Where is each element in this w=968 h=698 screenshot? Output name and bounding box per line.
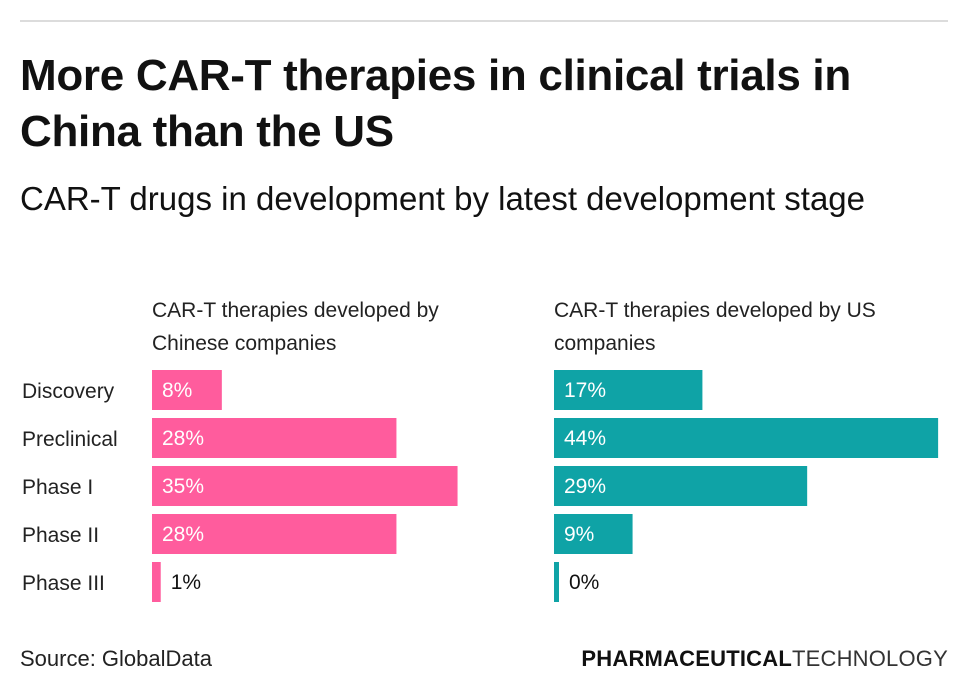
data-label: 28% <box>162 523 204 546</box>
source-note: Source: GlobalData <box>20 646 212 671</box>
data-label: 1% <box>171 571 201 594</box>
data-label: 29% <box>564 475 606 498</box>
brand-light: TECHNOLOGY <box>791 646 948 671</box>
data-label: 35% <box>162 475 204 498</box>
china-bar-discovery <box>152 370 222 410</box>
chart-subtitle: CAR-T drugs in development by latest dev… <box>20 180 866 217</box>
category-label: Preclinical <box>22 428 118 451</box>
us-bar-discovery <box>554 370 703 410</box>
us-bar-phase-iii <box>554 562 559 602</box>
panel-title-china: CAR-T therapies developed by Chinese com… <box>152 299 439 355</box>
data-label: 28% <box>162 427 204 450</box>
data-label: 44% <box>564 427 606 450</box>
china-bar-phase-i <box>152 466 458 506</box>
us-bar-preclinical <box>554 418 939 458</box>
chart-title: More CAR-T therapies in clinical trials … <box>20 51 851 156</box>
category-label: Phase II <box>22 524 100 547</box>
data-label: 0% <box>569 571 599 594</box>
category-label: Phase I <box>22 476 94 499</box>
brand-bold: PHARMACEUTICAL <box>581 646 792 671</box>
category-label: Phase III <box>22 572 105 595</box>
top-divider <box>20 20 948 22</box>
panel-title-us: CAR-T therapies developed by US companie… <box>554 299 876 355</box>
data-label: 9% <box>564 523 594 546</box>
us-bar-phase-i <box>554 466 808 506</box>
data-label: 17% <box>564 379 606 402</box>
us-bar-phase-ii <box>554 514 633 554</box>
china-bar-preclinical <box>152 418 397 458</box>
category-label: Discovery <box>22 380 115 403</box>
china-bar-phase-iii <box>152 562 161 602</box>
brand-logo: PHARMACEUTICALTECHNOLOGY <box>581 646 948 672</box>
china-bar-phase-ii <box>152 514 397 554</box>
data-label: 8% <box>162 379 192 402</box>
